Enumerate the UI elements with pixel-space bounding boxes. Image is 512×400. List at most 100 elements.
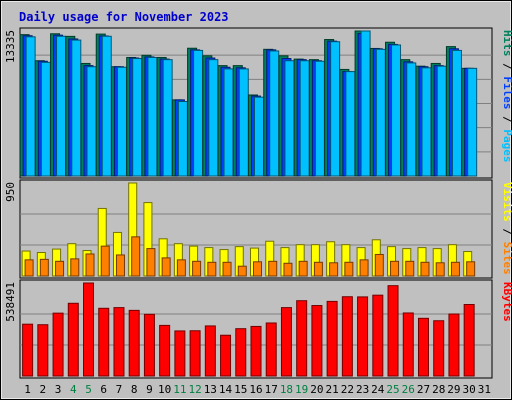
bar-sites-day-1 (24, 259, 34, 277)
x-tick-label: 20 (310, 383, 323, 396)
legend-entry: Pages (501, 129, 512, 162)
legend-entry: Sites (501, 242, 512, 275)
bar-pages-day-21 (330, 41, 341, 177)
bar-kbytes-day-8 (128, 309, 140, 377)
bar-pages-day-17 (269, 50, 280, 177)
bar-sites-day-26 (405, 260, 415, 277)
bar-sites-day-16 (253, 261, 262, 277)
x-tick-label: 23 (356, 383, 369, 396)
x-tick-label: 26 (402, 383, 415, 396)
bar-sites-day-19 (298, 260, 308, 277)
x-tick-label: 16 (249, 383, 262, 396)
x-tick-label: 2 (40, 383, 47, 396)
x-tick-label: 3 (55, 383, 62, 396)
bar-pages-day-18 (284, 60, 295, 177)
chart-panels: 13335 Hits / Files / Pages 950 Visits / Sit… (4, 27, 512, 379)
panel-middle: 950 Visits / Sites (4, 179, 512, 279)
bar-sites-day-28 (435, 262, 445, 277)
bar-pages-day-10 (162, 59, 173, 177)
bar-pages-day-29 (451, 49, 462, 177)
bar-kbytes-day-27 (417, 317, 429, 377)
bar-kbytes-day-7 (113, 307, 125, 377)
bar-kbytes-day-1 (22, 323, 34, 377)
bar-pages-day-25 (391, 44, 402, 177)
x-tick-label: 11 (173, 383, 186, 396)
panel-bottom: 538491 KBytes (4, 279, 512, 379)
bar-sites-day-5 (85, 253, 95, 277)
bar-sites-day-15 (237, 265, 247, 277)
bar-pages-day-28 (436, 65, 447, 177)
bar-kbytes-day-14 (220, 334, 232, 377)
chart-title: Daily usage for November 2023 (19, 10, 229, 24)
bar-pages-day-24 (375, 48, 386, 177)
bar-kbytes-day-3 (52, 312, 64, 377)
panel-middle-legend: Visits / Sites (501, 182, 512, 275)
x-tick-label: 1 (24, 383, 31, 396)
bar-kbytes-day-30 (463, 304, 475, 377)
panel-bottom-frame (19, 279, 493, 379)
x-tick-label: 12 (188, 383, 201, 396)
panel-top-max-label: 13335 (4, 30, 17, 63)
bar-kbytes-day-13 (204, 325, 216, 377)
bar-kbytes-day-6 (98, 307, 110, 377)
bar-kbytes-day-28 (433, 320, 445, 377)
bar-kbytes-day-18 (280, 307, 292, 377)
x-tick-label: 13 (204, 383, 217, 396)
panel-bottom-legend: KBytes (501, 282, 512, 322)
bar-sites-day-8 (131, 236, 141, 277)
x-tick-label: 6 (100, 383, 107, 396)
x-tick-label: 22 (341, 383, 354, 396)
legend-entry: / (501, 110, 512, 130)
panel-top: 13335 Hits / Files / Pages (4, 27, 512, 179)
bar-kbytes-day-23 (357, 296, 369, 377)
bar-kbytes-day-16 (250, 325, 262, 377)
bar-sites-day-9 (146, 248, 156, 277)
bar-kbytes-day-29 (448, 313, 460, 377)
bar-kbytes-day-24 (372, 294, 384, 377)
bar-pages-day-30 (467, 67, 478, 177)
bar-sites-day-24 (374, 253, 384, 277)
x-tick-label: 4 (70, 383, 77, 396)
bar-kbytes-day-26 (402, 312, 414, 377)
bar-pages-day-9 (147, 56, 158, 177)
bar-pages-day-13 (208, 59, 219, 177)
bar-kbytes-day-20 (311, 305, 323, 377)
bar-kbytes-day-15 (235, 328, 247, 377)
legend-entry: / (501, 57, 512, 77)
x-tick-label: 27 (417, 383, 430, 396)
bar-sites-day-18 (283, 262, 293, 277)
bar-kbytes-day-21 (326, 300, 338, 377)
legend-entry: Hits (501, 30, 512, 57)
x-tick-label: 24 (371, 383, 385, 396)
bar-pages-day-8 (132, 58, 143, 177)
bar-sites-day-6 (100, 245, 110, 277)
bar-sites-day-12 (192, 260, 202, 277)
x-tick-label: 14 (219, 383, 233, 396)
bar-pages-day-16 (254, 96, 264, 177)
bar-sites-day-30 (466, 261, 476, 277)
legend-entry: / (501, 222, 512, 242)
bar-pages-day-22 (345, 71, 356, 177)
bar-pages-day-11 (177, 101, 188, 177)
bar-sites-day-17 (268, 260, 278, 277)
bar-pages-day-7 (116, 66, 127, 177)
bar-sites-day-22 (344, 261, 354, 277)
legend-entry: KBytes (501, 282, 512, 322)
bar-pages-day-23 (360, 30, 371, 177)
bar-sites-day-10 (161, 257, 171, 277)
x-tick-label: 25 (386, 383, 399, 396)
x-tick-label: 9 (146, 383, 153, 396)
panel-top-legend: Hits / Files / Pages (501, 30, 512, 163)
bar-kbytes-day-25 (387, 285, 399, 377)
bar-pages-day-3 (56, 35, 67, 177)
bar-sites-day-25 (390, 260, 400, 277)
x-tick-label: 17 (265, 383, 278, 396)
x-tick-label: 8 (131, 383, 138, 396)
bar-kbytes-day-22 (341, 296, 353, 377)
bar-kbytes-day-19 (296, 300, 308, 377)
x-tick-label: 5 (85, 383, 92, 396)
bar-kbytes-day-10 (159, 324, 171, 377)
bar-pages-day-15 (238, 68, 249, 177)
bar-sites-day-29 (450, 261, 460, 277)
